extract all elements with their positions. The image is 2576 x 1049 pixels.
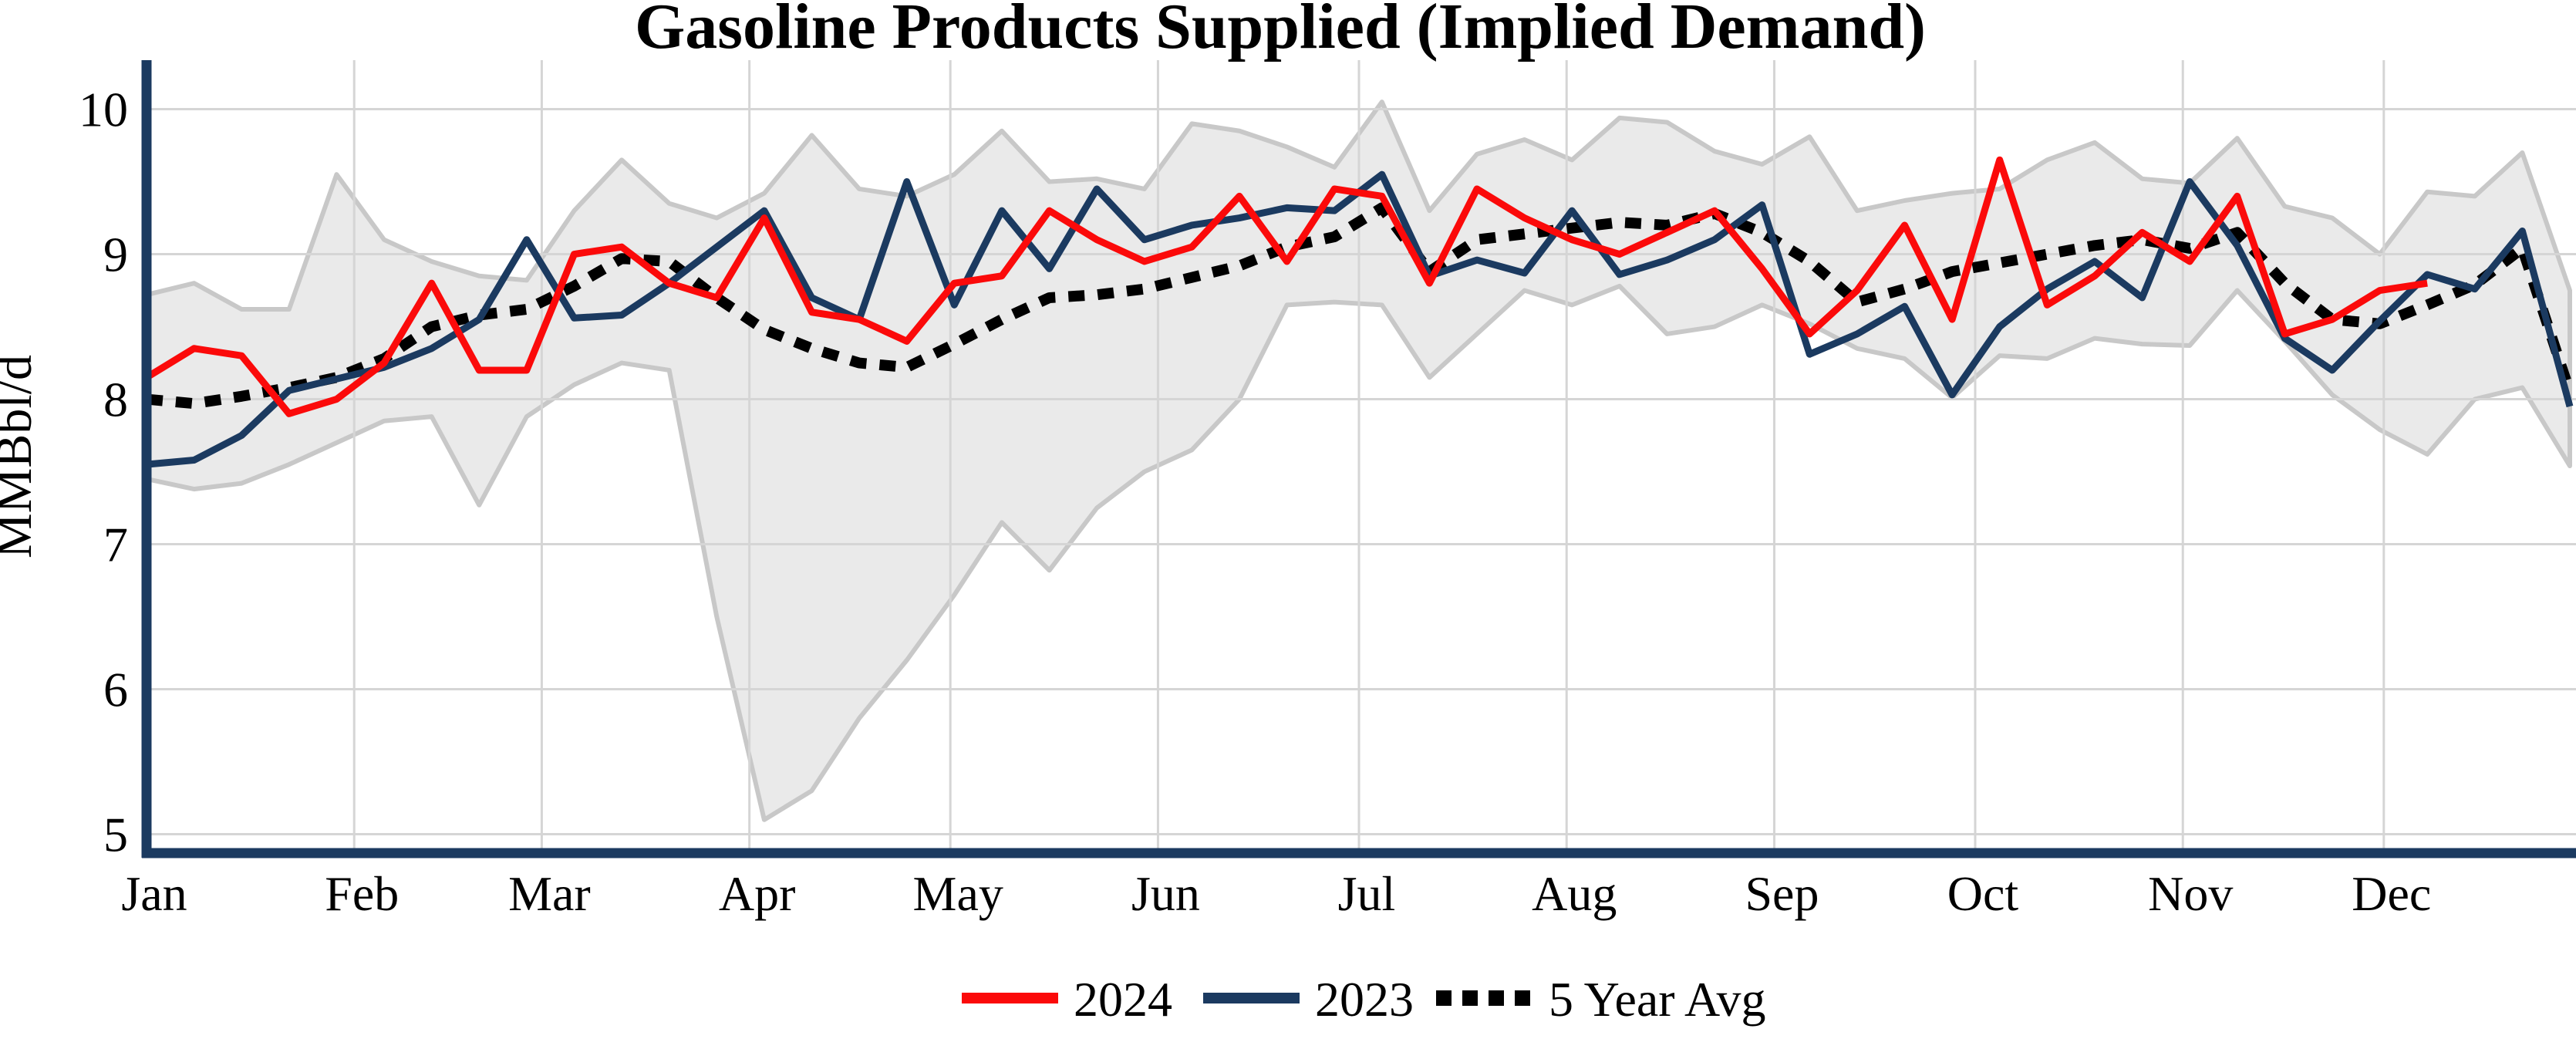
axes-spines (141, 60, 2576, 858)
legend-label-2024: 2024 (1074, 972, 1172, 1027)
y-tick-label-5: 5 (103, 808, 128, 862)
month-label-Oct: Oct (1947, 866, 2019, 921)
month-label-Jun: Jun (1131, 866, 1200, 921)
line-2024 (144, 156, 2428, 417)
y-tick-label-7: 7 (103, 518, 128, 572)
y-tick-label-8: 8 (103, 373, 128, 427)
month-label-Aug: Aug (1532, 866, 1617, 921)
legend: 2024 2023 5 Year Avg (962, 972, 1766, 1027)
y-tick-label-6: 6 (103, 663, 128, 717)
month-label-Apr: Apr (719, 866, 796, 921)
month-label-Sep: Sep (1745, 866, 1819, 921)
gridlines (145, 60, 2576, 853)
month-label-Dec: Dec (2352, 866, 2431, 921)
legend-label-5-year-avg: 5 Year Avg (1549, 972, 1766, 1027)
line-5-year-avg (146, 202, 2575, 410)
month-label-May: May (913, 866, 1003, 921)
month-label-Jul: Jul (1338, 866, 1396, 921)
series-lines (144, 156, 2575, 468)
legend-label-2023: 2023 (1315, 972, 1414, 1027)
month-label-Feb: Feb (325, 866, 399, 921)
month-label-Nov: Nov (2148, 866, 2233, 921)
y-axis-label: MMBbl/d (0, 355, 42, 558)
y-tick-label-9: 9 (103, 228, 128, 282)
y-tick-label-10: 10 (79, 83, 128, 137)
month-label-Jan: Jan (121, 866, 187, 921)
chart-title: Gasoline Products Supplied (Implied Dema… (635, 0, 1926, 62)
month-label-Mar: Mar (508, 866, 591, 921)
